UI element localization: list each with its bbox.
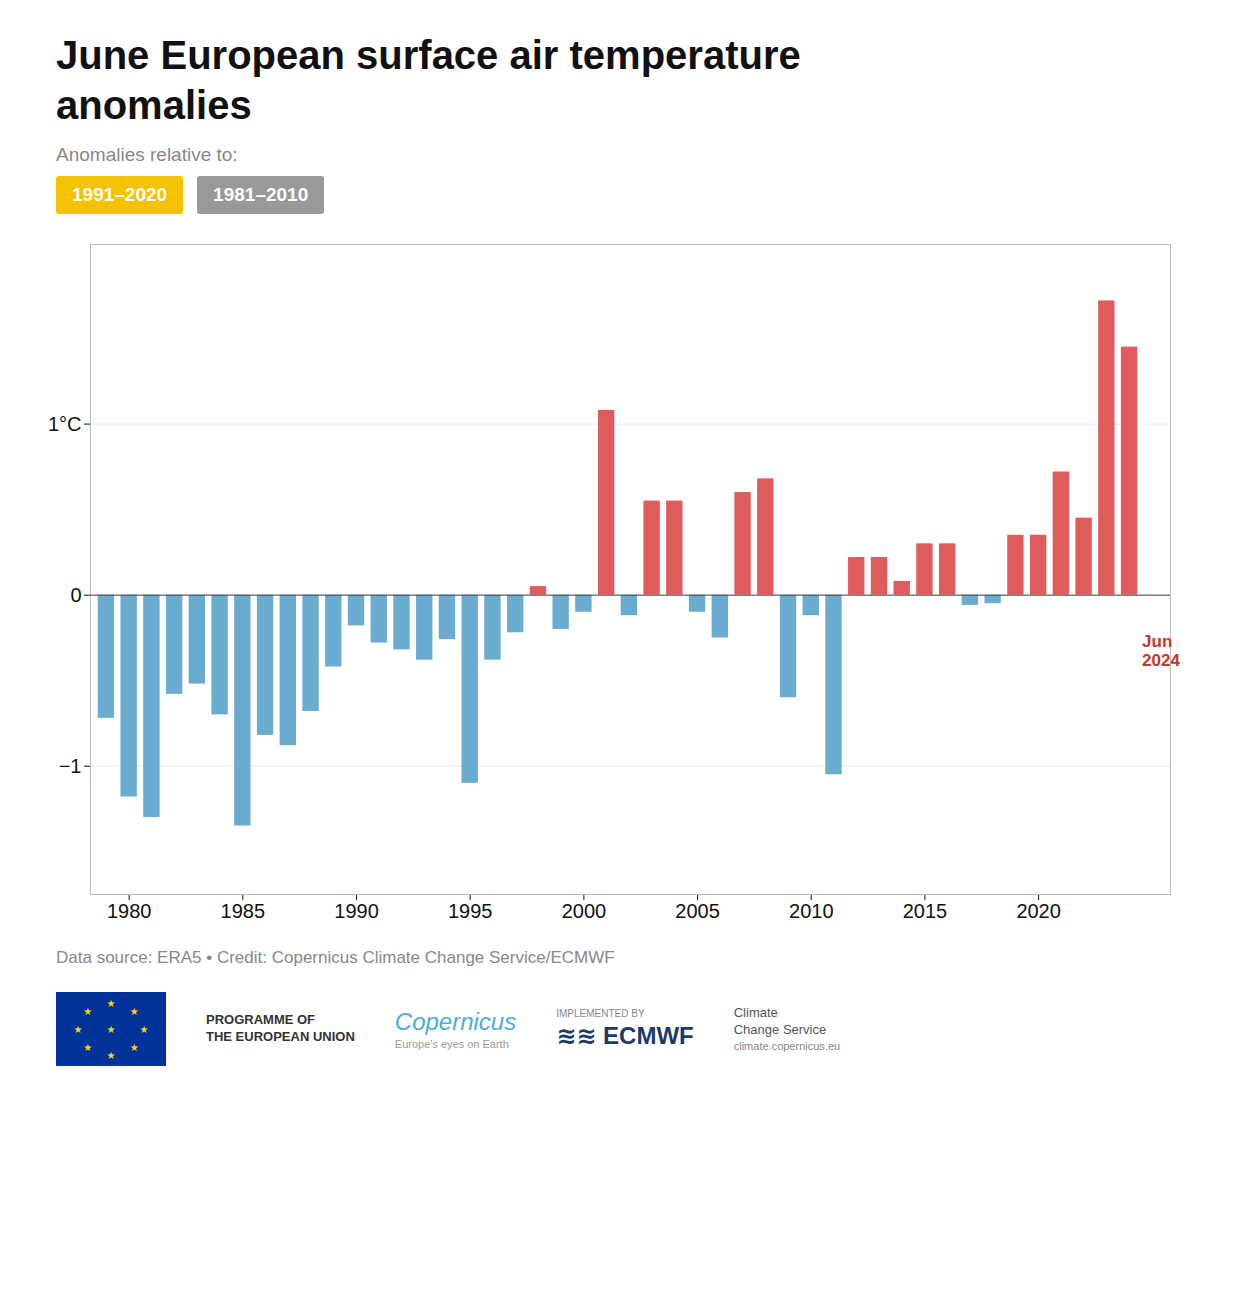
html-text:June European surface air temp: June European surface air temperature xyxy=(56,33,801,77)
html-text:1981–2010: 1981–2010 xyxy=(213,184,309,205)
svg-text:2000: 2000 xyxy=(562,900,607,922)
html-text:anomalies: anomalies xyxy=(56,83,252,127)
svg-text:0: 0 xyxy=(70,584,81,606)
html-text:≋≋ ECMWF: ≋≋ ECMWF xyxy=(556,1021,694,1049)
html-text:PROGRAMME OF: PROGRAMME OF xyxy=(206,1012,316,1028)
svg-text:2020: 2020 xyxy=(1016,900,1061,922)
html-text:Anomalies relative to:: Anomalies relative to: xyxy=(56,144,238,165)
html-text:Data source: ERA5 • Credit: Co: Data source: ERA5 • Credit: Copernicus C… xyxy=(56,948,615,967)
html-text:Change Service: Change Service xyxy=(733,1021,827,1037)
html-text:1991–2020: 1991–2020 xyxy=(72,184,168,205)
svg-text:2015: 2015 xyxy=(903,900,948,922)
svg-text:1995: 1995 xyxy=(448,900,493,922)
svg-text:2010: 2010 xyxy=(789,900,834,922)
html-text:THE EUROPEAN UNION: THE EUROPEAN UNION xyxy=(206,1029,355,1044)
html-text:Climate: Climate xyxy=(733,1005,778,1020)
svg-text:2005: 2005 xyxy=(675,900,720,922)
html-text:climate.copernicus.eu: climate.copernicus.eu xyxy=(733,1039,841,1052)
svg-text:Jun2024: Jun2024 xyxy=(1142,632,1180,671)
svg-text:1°C: 1°C xyxy=(48,413,82,435)
svg-text:1985: 1985 xyxy=(221,900,266,922)
html-text:IMPLEMENTED BY: IMPLEMENTED BY xyxy=(556,1007,645,1019)
html-text:Copernicus: Copernicus xyxy=(394,1008,517,1036)
svg-text:−1: −1 xyxy=(59,755,82,777)
html-text:Europe's eyes on Earth: Europe's eyes on Earth xyxy=(394,1038,509,1051)
svg-text:1990: 1990 xyxy=(334,900,379,922)
svg-text:1980: 1980 xyxy=(107,900,152,922)
